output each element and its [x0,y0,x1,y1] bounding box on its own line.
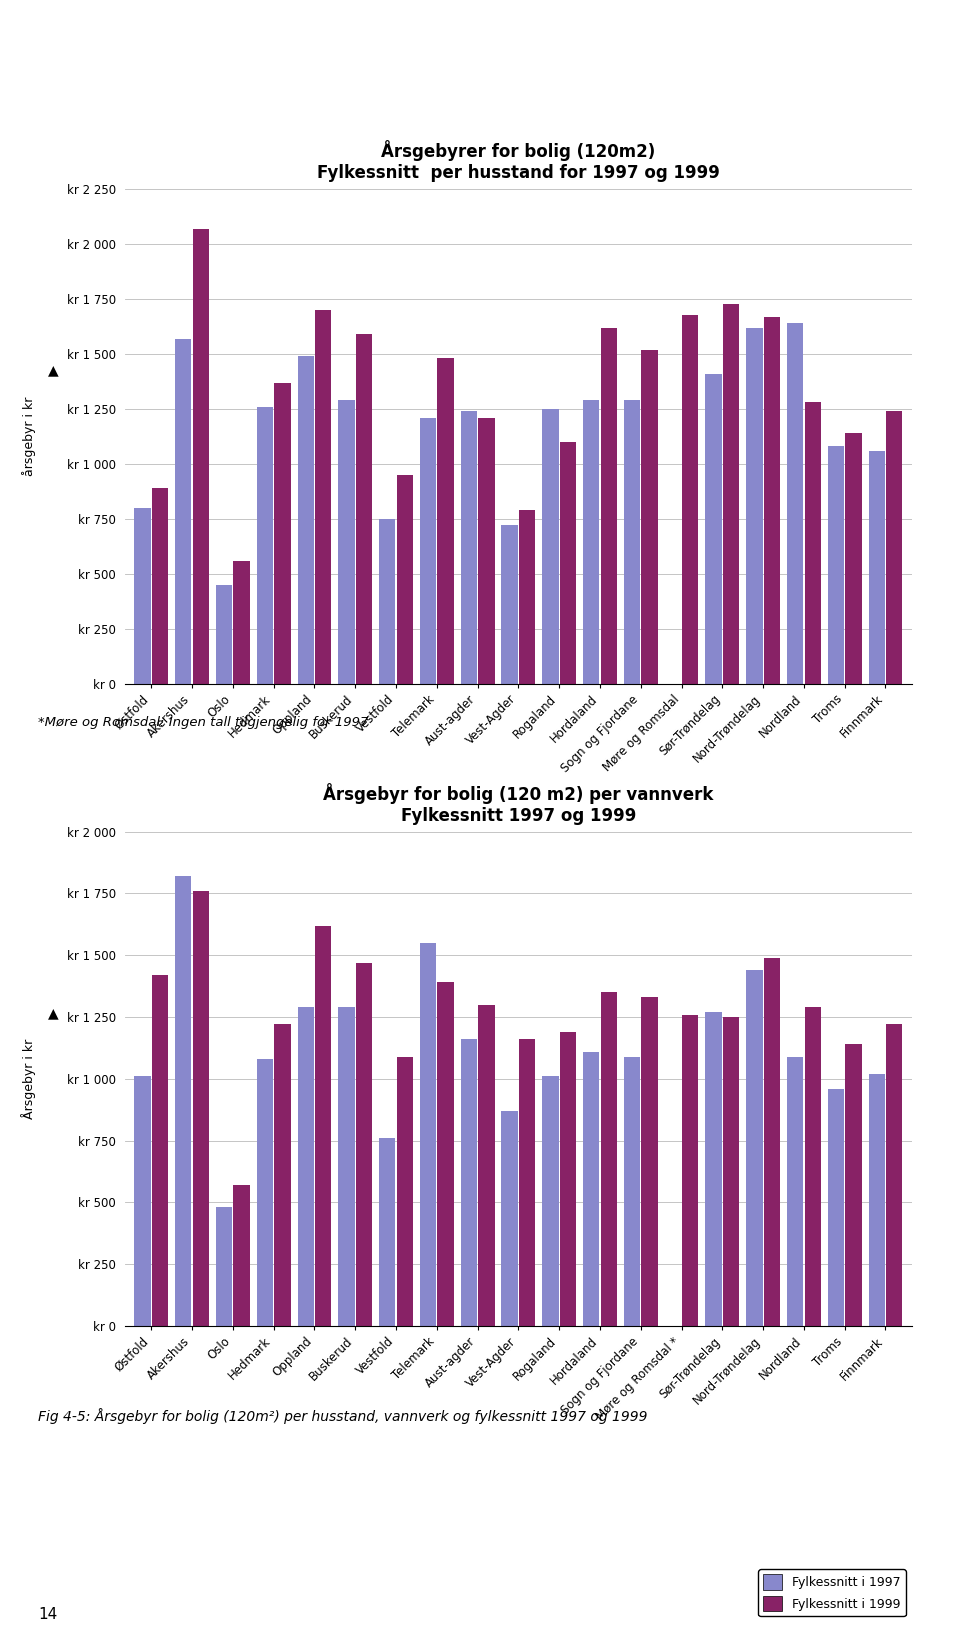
Bar [746,328,762,684]
Bar [315,926,331,1326]
Bar [134,507,151,684]
Title: Årsgebyrer for bolig (120m2)
Fylkessnitt  per husstand for 1997 og 1999: Årsgebyrer for bolig (120m2) Fylkessnitt… [317,140,720,183]
Bar [420,942,436,1326]
Bar [379,519,396,684]
Bar [886,412,902,684]
Bar [828,446,844,684]
Bar [706,374,722,684]
Bar [787,1057,804,1326]
Bar [152,488,168,684]
Bar [216,585,232,684]
Bar [216,1207,232,1326]
Legend: Fylkessnitt i 1997, Fylkessnitt i 1999: Fylkessnitt i 1997, Fylkessnitt i 1999 [758,1570,905,1616]
Bar [804,1006,821,1326]
Text: Fig 4-5: Årsgebyr for bolig (120m²) per husstand, vannverk og fylkessnitt 1997 o: Fig 4-5: Årsgebyr for bolig (120m²) per … [38,1408,648,1425]
Bar [396,1057,413,1326]
Bar [764,316,780,684]
Bar [338,400,354,684]
Bar [869,451,885,684]
Bar [501,525,517,684]
Bar [461,412,477,684]
Bar [706,1011,722,1326]
Bar [683,315,699,684]
Bar [438,359,454,684]
Bar [846,1044,862,1326]
Bar [560,441,576,684]
Bar [542,1077,559,1326]
Bar [641,996,658,1326]
Bar [275,382,291,684]
Bar [846,433,862,684]
Bar [624,400,640,684]
Bar [601,991,617,1326]
Bar [193,229,209,684]
Bar [134,1077,151,1326]
Bar [175,876,191,1326]
Bar [152,975,168,1326]
Bar [601,328,617,684]
Bar [298,356,314,684]
Text: ▲: ▲ [47,1006,59,1019]
Bar [338,1006,354,1326]
Bar [396,474,413,684]
Bar [478,1005,494,1326]
Bar [519,1039,536,1326]
Bar [275,1024,291,1326]
Bar [501,1110,517,1326]
Title: Årsgebyr for bolig (120 m2) per vannverk
Fylkessnitt 1997 og 1999: Årsgebyr for bolig (120 m2) per vannverk… [324,782,713,825]
Bar [233,560,250,684]
Bar [583,400,599,684]
Bar [256,1059,273,1326]
Bar [683,1015,699,1326]
Bar [787,323,804,684]
Bar [583,1052,599,1326]
Bar [233,1186,250,1326]
Bar [256,407,273,684]
Bar [869,1074,885,1326]
Text: ▲: ▲ [47,364,59,377]
Bar [624,1057,640,1326]
Legend: Fylkessnitt i 1997, Fylkessnitt i 1999: Fylkessnitt i 1997, Fylkessnitt i 1999 [758,927,905,973]
Bar [764,957,780,1326]
Bar [723,303,739,684]
Bar [804,402,821,684]
Bar [519,511,536,684]
Bar [193,891,209,1326]
Text: Årsgebyr i kr: Årsgebyr i kr [21,1039,36,1118]
Text: årsgebyr i kr: årsgebyr i kr [22,397,36,476]
Bar [356,334,372,684]
Bar [461,1039,477,1326]
Bar [175,339,191,684]
Bar [379,1138,396,1326]
Bar [560,1031,576,1326]
Bar [478,418,494,684]
Bar [723,1016,739,1326]
Bar [746,970,762,1326]
Bar [438,982,454,1326]
Bar [641,349,658,684]
Bar [420,418,436,684]
Bar [315,310,331,684]
Bar [542,408,559,684]
Text: 14: 14 [38,1607,58,1622]
Bar [356,962,372,1326]
Bar [828,1089,844,1326]
Bar [298,1006,314,1326]
Text: *Møre og Romsdal: Ingen tall tilgjengelig for 1997: *Møre og Romsdal: Ingen tall tilgjengeli… [38,716,369,730]
Bar [886,1024,902,1326]
